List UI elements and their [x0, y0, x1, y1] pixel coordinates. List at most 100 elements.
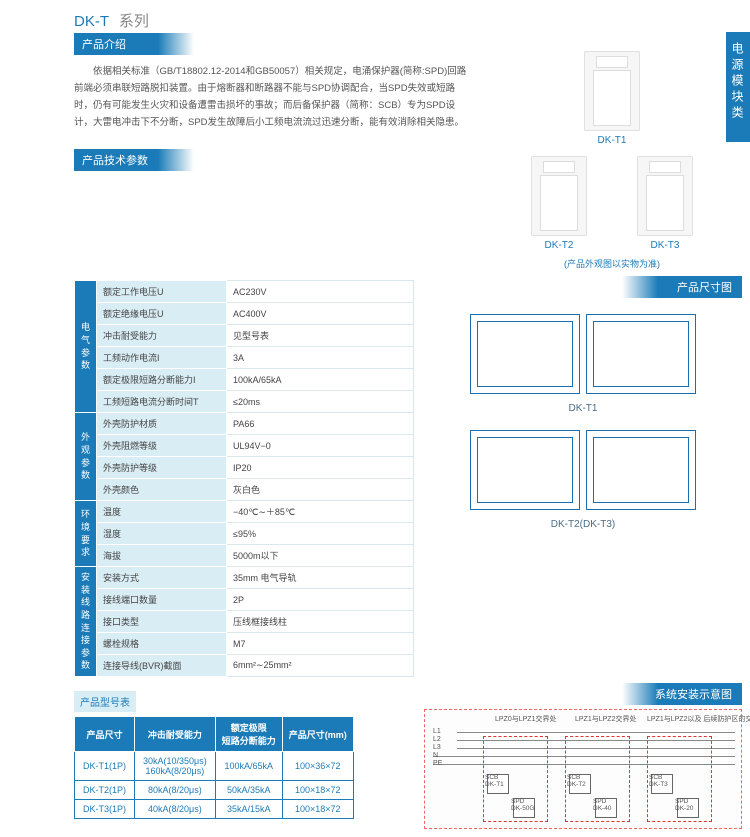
spec-row: 连接导线(BVR)截面6mm²∼25mm²: [75, 655, 414, 677]
spec-label: 工频短路电流分断时间T: [97, 391, 227, 413]
product-label: DK-T2: [545, 240, 574, 251]
model-cell: 100kA/65kA: [215, 752, 282, 781]
spec-value: M7: [227, 633, 414, 655]
model-row: DK-T2(1P)80kA(8/20μs)50kA/35kA100×18×72: [75, 781, 354, 800]
model-cell: DK-T3(1P): [75, 800, 135, 819]
spec-value: 见型号表: [227, 325, 414, 347]
spec-group: 环境要求: [75, 501, 97, 567]
diagram-column: 系统安装示意图 LPZ0与LPZ1交界处 LPZ1与LPZ2交界处 LPZ1与L…: [424, 683, 742, 829]
model-cell: 40kA(8/20μs): [135, 800, 216, 819]
spec-value: PA66: [227, 413, 414, 435]
model-cell: 80kA(8/20μs): [135, 781, 216, 800]
spec-label: 外壳防护等级: [97, 457, 227, 479]
zone-label: LPZ0与LPZ1交界处: [495, 714, 556, 724]
spec-row: 海拔5000m以下: [75, 545, 414, 567]
title-sub: 系列: [119, 13, 149, 30]
spec-group: 电气参数: [75, 281, 97, 413]
model-header: 额定极限短路分断能力: [215, 717, 282, 752]
spec-table: 电气参数额定工作电压UAC230V额定绝缘电压UAC400V冲击耐受能力见型号表…: [74, 280, 414, 677]
section-tech-title: 产品技术参数: [74, 149, 194, 171]
spec-label: 额定绝缘电压U: [97, 303, 227, 325]
scb-label: SCBDK-T2: [567, 774, 586, 788]
spec-label: 安装方式: [97, 567, 227, 589]
zone-label: LPZ1与LPZ2以及 后续防护区的交界处: [647, 714, 750, 724]
spec-row: 额定绝缘电压UAC400V: [75, 303, 414, 325]
spec-value: 6mm²∼25mm²: [227, 655, 414, 677]
spec-row: 螺栓规格M7: [75, 633, 414, 655]
intro-text: 依据相关标准（GB/T18802.12-2014和GB50057）相关规定，电涌…: [74, 63, 474, 131]
title-main: DK-T: [74, 13, 109, 30]
spec-value: IP20: [227, 457, 414, 479]
spec-row: 外壳颜色灰白色: [75, 479, 414, 501]
dimension-column: 产品尺寸图 DK-T1 DK-T2(DK-T3): [424, 276, 742, 677]
product-label: DK-T3: [651, 240, 680, 251]
spd-label: SPDDK-50G: [511, 798, 534, 812]
spd-label: SPDDK-40: [593, 798, 611, 812]
product-label: DK-T1: [598, 135, 627, 146]
model-column: 产品型号表 产品尺寸冲击耐受能力额定极限短路分断能力产品尺寸(mm)DK-T1(…: [74, 683, 414, 829]
page-title: DK-T 系列: [74, 10, 742, 31]
intro-column: 产品介绍 依据相关标准（GB/T18802.12-2014和GB50057）相关…: [74, 33, 474, 270]
wire-label: L2: [433, 736, 441, 743]
model-cell: 50kA/35kA: [215, 781, 282, 800]
spec-row: 接线端口数量2P: [75, 589, 414, 611]
model-cell: 100×18×72: [282, 800, 353, 819]
section-models-title: 产品型号表: [74, 691, 136, 712]
dim-label: DK-T2(DK-T3): [424, 519, 742, 530]
spec-column: 电气参数额定工作电压UAC230V额定绝缘电压UAC400V冲击耐受能力见型号表…: [74, 276, 414, 677]
spec-row: 冲击耐受能力见型号表: [75, 325, 414, 347]
model-cell: 35kA/15kA: [215, 800, 282, 819]
product-image: [637, 156, 693, 236]
spec-row: 环境要求温度−40℃∼＋85℃: [75, 501, 414, 523]
scb-label: SCBDK-T3: [649, 774, 668, 788]
model-cell: DK-T2(1P): [75, 781, 135, 800]
spec-value: AC230V: [227, 281, 414, 303]
spec-row: 安装线路连接参数安装方式35mm 电气导轨: [75, 567, 414, 589]
spec-value: 灰白色: [227, 479, 414, 501]
model-header: 产品尺寸: [75, 717, 135, 752]
spec-label: 外壳颜色: [97, 479, 227, 501]
spec-row: 电气参数额定工作电压UAC230V: [75, 281, 414, 303]
spec-value: 压线框接线柱: [227, 611, 414, 633]
spec-label: 海拔: [97, 545, 227, 567]
spec-group: 外观参数: [75, 413, 97, 501]
spec-value: ≤95%: [227, 523, 414, 545]
model-cell: 100×36×72: [282, 752, 353, 781]
spec-label: 连接导线(BVR)截面: [97, 655, 227, 677]
wire-label: PE: [433, 760, 442, 767]
wire-label: N: [433, 752, 438, 759]
spec-row: 工频动作电流I3A: [75, 347, 414, 369]
spec-label: 螺栓规格: [97, 633, 227, 655]
spec-label: 外壳防护材质: [97, 413, 227, 435]
spec-row: 接口类型压线框接线柱: [75, 611, 414, 633]
model-row: DK-T1(1P)30kA(10/350μs)160kA(8/20μs)100k…: [75, 752, 354, 781]
spec-row: 外壳阻燃等级UL94V−0: [75, 435, 414, 457]
product-image: [531, 156, 587, 236]
product-note: (产品外观图以实物为准): [564, 257, 660, 270]
spec-label: 额定工作电压U: [97, 281, 227, 303]
model-header: 冲击耐受能力: [135, 717, 216, 752]
spec-label: 接口类型: [97, 611, 227, 633]
spec-value: ≤20ms: [227, 391, 414, 413]
product-image: [584, 51, 640, 131]
spec-value: AC400V: [227, 303, 414, 325]
section-diagram-title: 系统安装示意图: [622, 683, 742, 705]
spec-row: 外观参数外壳防护材质PA66: [75, 413, 414, 435]
spec-row: 额定极限短路分断能力I100kA/65kA: [75, 369, 414, 391]
dim-front-view: [470, 314, 580, 394]
spec-row: 外壳防护等级IP20: [75, 457, 414, 479]
spec-label: 外壳阻燃等级: [97, 435, 227, 457]
spec-value: −40℃∼＋85℃: [227, 501, 414, 523]
spec-value: 35mm 电气导轨: [227, 567, 414, 589]
wire-line: [457, 732, 735, 733]
dimension-drawing: [424, 306, 742, 401]
spec-group: 安装线路连接参数: [75, 567, 97, 677]
spec-label: 温度: [97, 501, 227, 523]
dim-front-view: [470, 430, 580, 510]
model-cell: 30kA(10/350μs)160kA(8/20μs): [135, 752, 216, 781]
dimension-drawing: [424, 422, 742, 517]
spd-label: SPDDK-20: [675, 798, 693, 812]
spec-label: 湿度: [97, 523, 227, 545]
wire-label: L3: [433, 744, 441, 751]
spec-value: 2P: [227, 589, 414, 611]
